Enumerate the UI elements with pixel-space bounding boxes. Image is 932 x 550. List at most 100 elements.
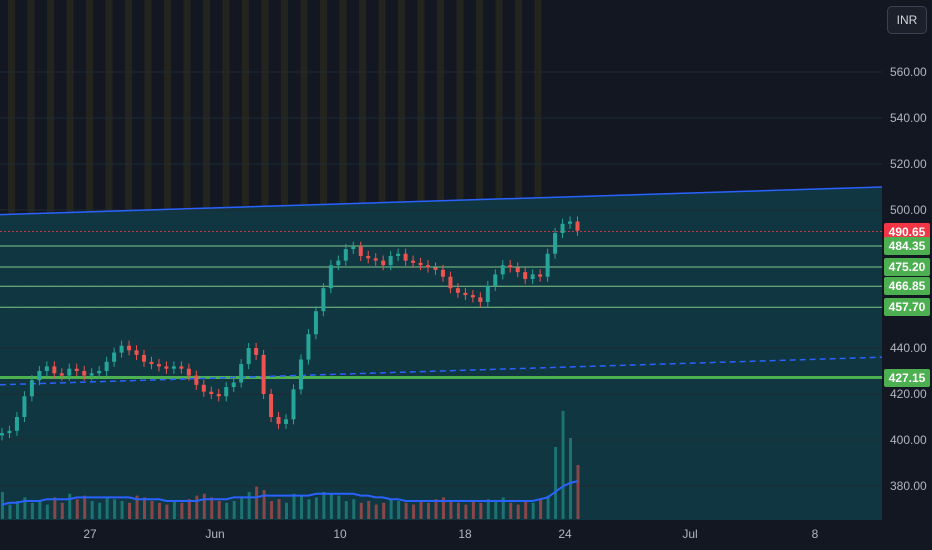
volume-bar (464, 504, 468, 519)
volume-bar (180, 502, 184, 519)
volume-bar (45, 504, 49, 519)
candle-body (530, 274, 535, 279)
volume-bar (210, 497, 214, 519)
price-tag: 457.70 (884, 298, 930, 317)
volume-bar (314, 497, 318, 519)
volume-bar (195, 495, 199, 519)
candle-body (313, 311, 318, 335)
candle-body (164, 366, 169, 369)
candle-body (328, 265, 333, 289)
candle-body (52, 366, 57, 374)
volume-bar (68, 493, 72, 519)
volume-bar (53, 497, 57, 519)
candle-body (276, 417, 281, 424)
volume-bar (554, 447, 558, 519)
y-tick-label: 520.00 (890, 157, 927, 171)
volume-bar (292, 493, 296, 519)
candle-body (440, 269, 445, 277)
volume-bar (255, 486, 259, 519)
candle-body (500, 265, 505, 275)
candle-body (231, 382, 236, 388)
x-tick-label: 8 (812, 527, 819, 541)
candle-body (470, 295, 475, 298)
candle-body (508, 265, 513, 268)
candle-body (291, 389, 296, 420)
candle-body (343, 249, 348, 261)
channel-fill (0, 187, 882, 520)
volume-bar (367, 501, 371, 519)
candle-body (493, 274, 498, 286)
candle-body (351, 246, 356, 250)
volume-bar (374, 504, 378, 519)
volume-bar (60, 502, 64, 519)
x-tick-label: 10 (333, 527, 347, 541)
candle-body (7, 430, 12, 434)
price-tag: 484.35 (884, 236, 930, 255)
candle-body (545, 253, 550, 277)
volume-bar (135, 495, 139, 519)
volume-bar (344, 501, 348, 519)
candle-body (127, 345, 132, 351)
candle-body (321, 288, 326, 312)
candle-body (44, 366, 49, 371)
candle-body (478, 297, 483, 302)
candle-body (74, 368, 79, 371)
candle-body (575, 221, 580, 231)
volume-bar (15, 501, 19, 519)
x-tick-label: 18 (458, 527, 472, 541)
candle-body (261, 354, 266, 394)
candle-body (239, 364, 244, 383)
volume-bar (8, 504, 12, 519)
candle-body (284, 419, 289, 424)
volume-bar (561, 411, 565, 519)
y-tick-label: 500.00 (890, 203, 927, 217)
volume-bar (486, 499, 490, 519)
y-tick-label: 380.00 (890, 479, 927, 493)
candle-body (201, 384, 206, 392)
candle-body (14, 417, 19, 431)
volume-bar (479, 502, 483, 519)
candle-body (485, 285, 490, 302)
upper-trendline (0, 186, 883, 216)
volume-bar (501, 497, 505, 519)
x-tick-label: 24 (558, 527, 572, 541)
candle-body (82, 371, 87, 376)
volume-bar (150, 501, 154, 519)
candle-body (186, 368, 191, 376)
candle-body (373, 258, 378, 261)
volume-bar (456, 502, 460, 519)
volume-bar (90, 501, 94, 519)
y-tick-label: 560.00 (890, 65, 927, 79)
volume-bar (427, 502, 431, 519)
volume-bar (217, 501, 221, 519)
candle-body (515, 267, 520, 273)
candle-body (553, 233, 558, 254)
volume-bar (202, 493, 206, 519)
volume-bar (120, 501, 124, 519)
volume-bar (576, 465, 580, 519)
volume-bar (285, 502, 289, 519)
volume-bar (531, 502, 535, 519)
currency-button[interactable]: INR (887, 6, 927, 34)
candle-body (171, 366, 176, 369)
candle-body (246, 348, 251, 365)
candle-body (568, 221, 573, 224)
volume-bar (105, 497, 109, 519)
volume-bar (449, 501, 453, 519)
volume-bar (270, 501, 274, 519)
volume-bar (98, 502, 102, 519)
volume-bar (494, 501, 498, 519)
candle-body (89, 373, 94, 376)
candle-body (366, 256, 371, 259)
candle-body (396, 253, 401, 256)
volume-bar (262, 490, 266, 519)
candle-body (403, 253, 408, 261)
volume-bar (524, 501, 528, 519)
volume-bar (412, 504, 416, 519)
y-tick-label: 440.00 (890, 341, 927, 355)
candle-body (418, 262, 423, 266)
candle-body (411, 260, 416, 263)
candle-body (254, 348, 259, 355)
